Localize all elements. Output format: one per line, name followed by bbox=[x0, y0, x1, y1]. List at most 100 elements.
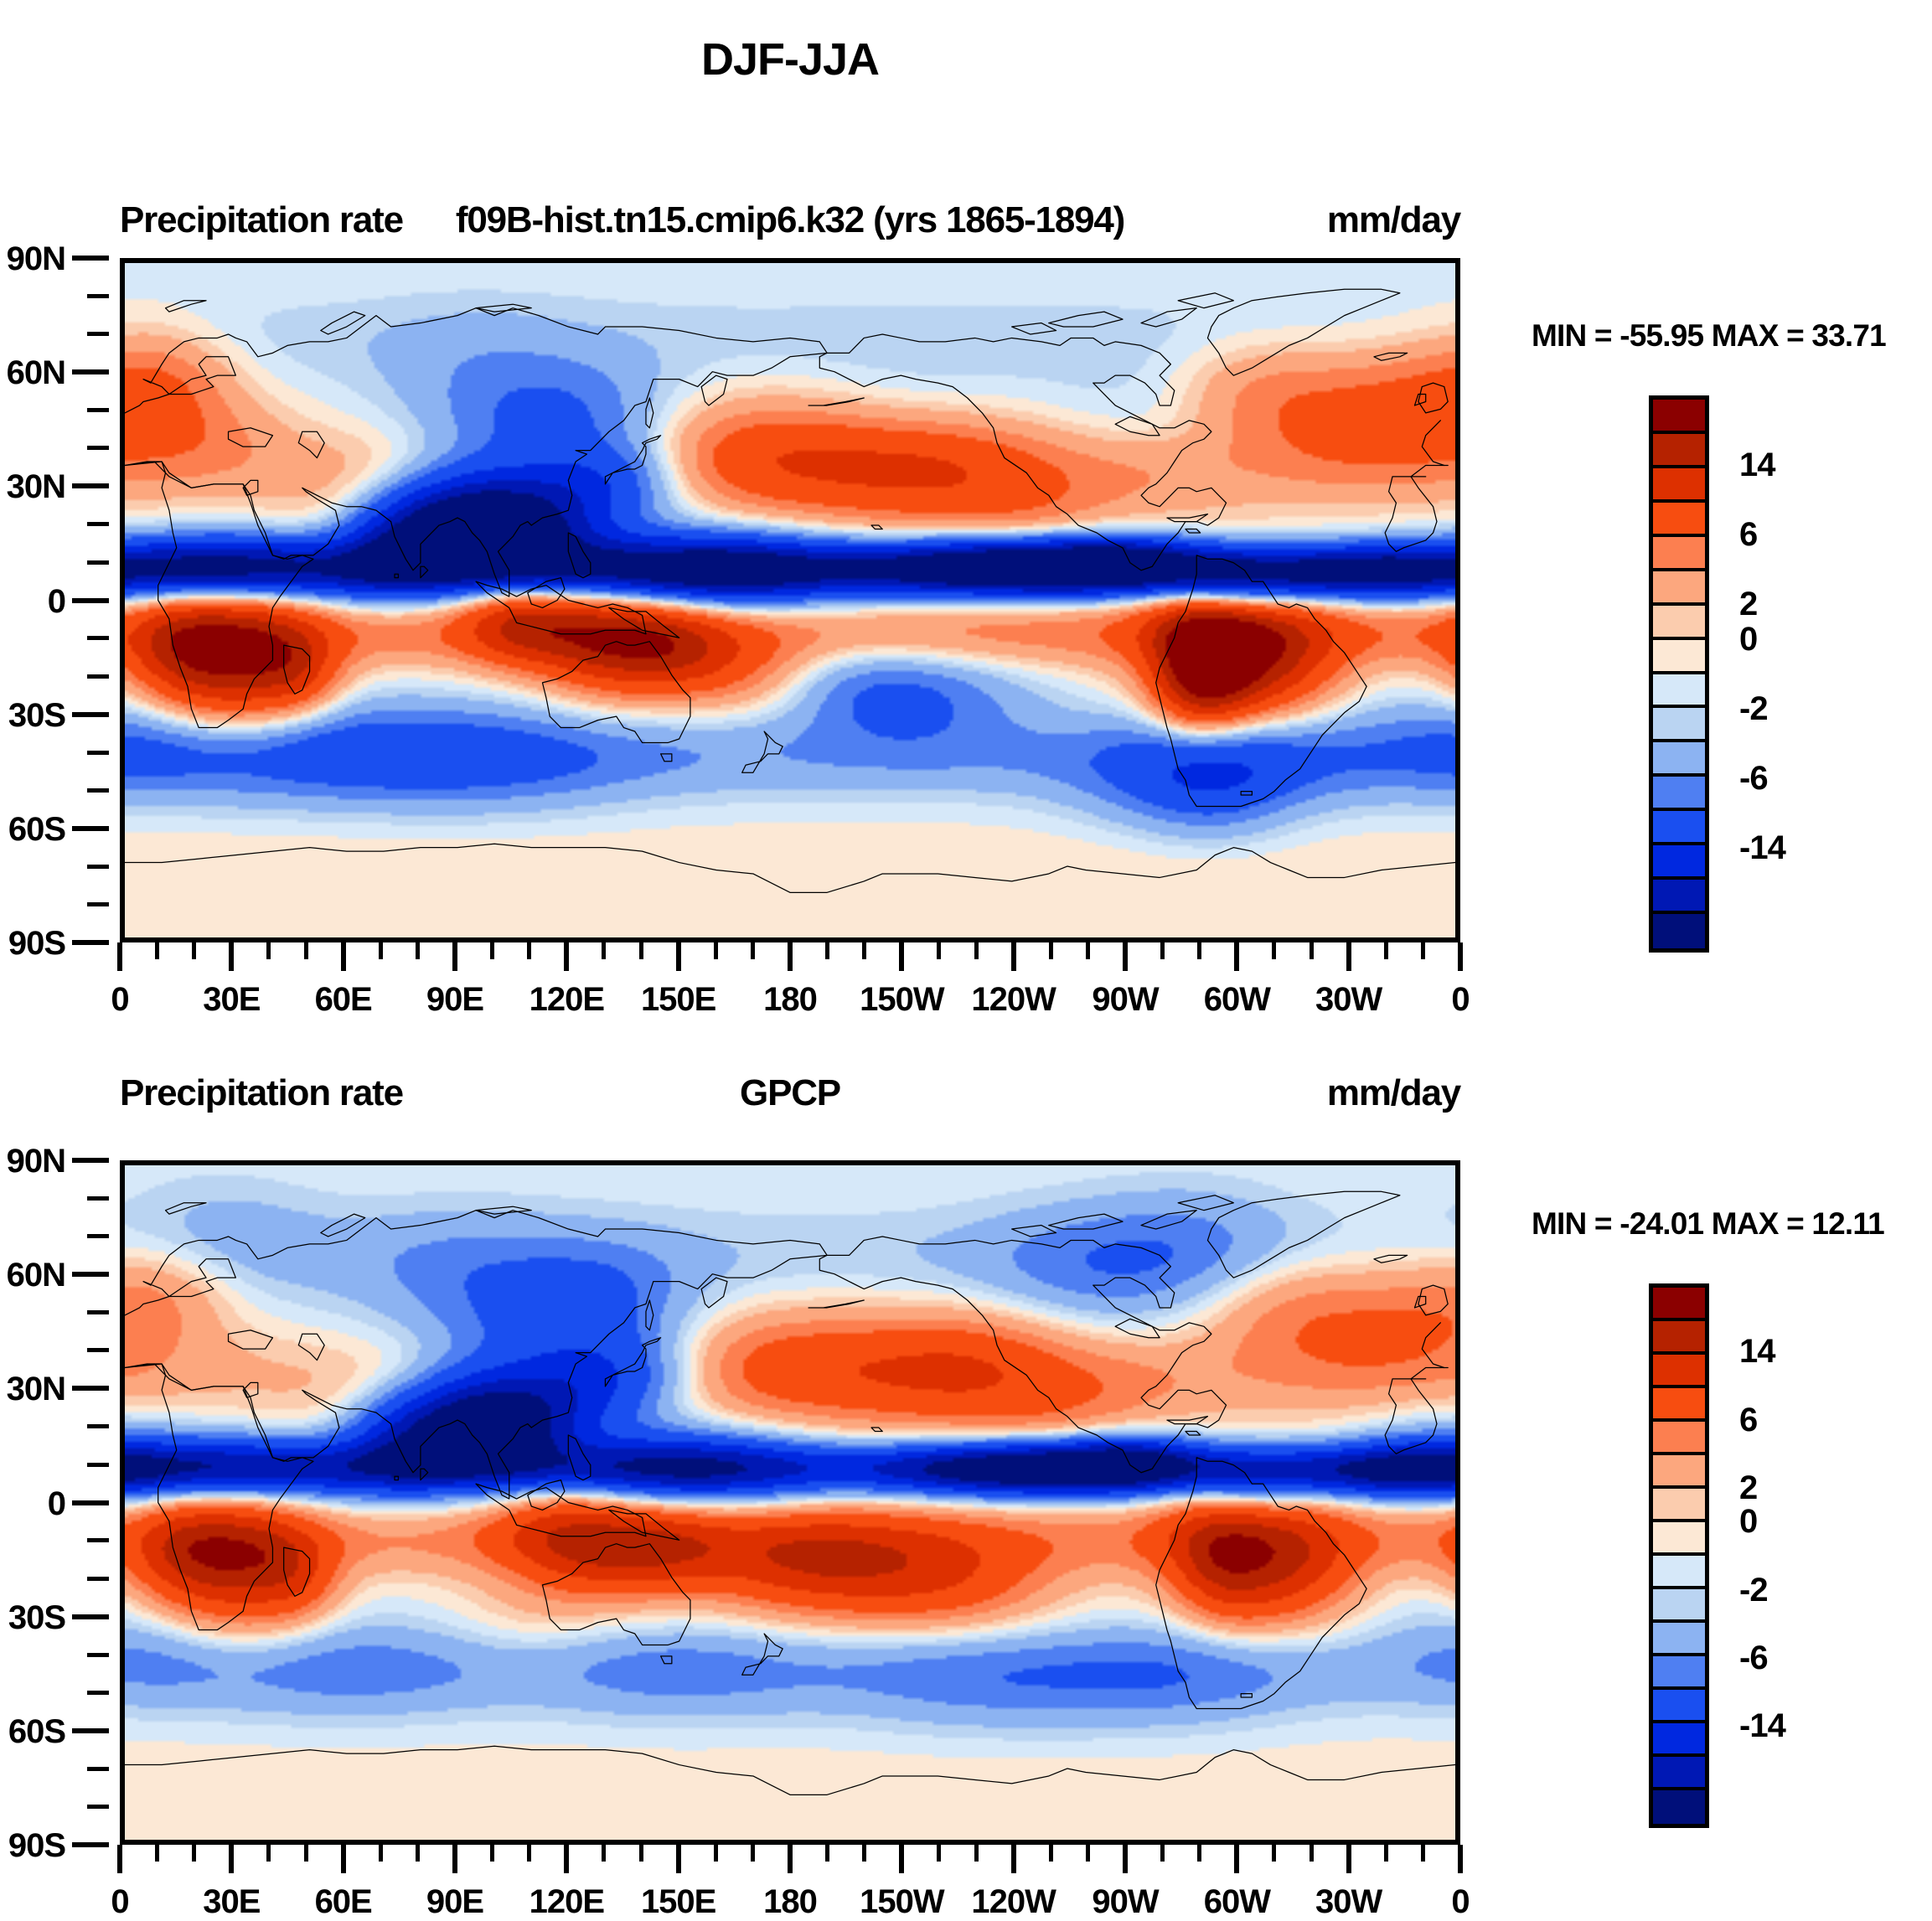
x-tick-label: 0 bbox=[1451, 981, 1470, 1018]
y-tick-label: 60N bbox=[6, 1257, 66, 1294]
x-tick bbox=[303, 1845, 308, 1862]
coastline-path bbox=[609, 1510, 679, 1540]
coastline-path bbox=[321, 1214, 365, 1237]
coastline-path bbox=[284, 1547, 310, 1596]
x-tick bbox=[154, 942, 159, 959]
y-tick-label: 30S bbox=[8, 1598, 66, 1636]
coastline-path bbox=[1207, 1191, 1399, 1278]
y-tick bbox=[72, 1842, 109, 1847]
x-tick bbox=[602, 942, 607, 959]
coastline-path bbox=[1374, 1255, 1408, 1263]
coastline-path bbox=[1049, 1214, 1123, 1229]
coastline-path bbox=[1156, 1458, 1366, 1709]
coastline-path bbox=[819, 1237, 1226, 1473]
y-tick-label: 0 bbox=[47, 1485, 66, 1522]
x-tick bbox=[751, 1845, 756, 1862]
x-tick bbox=[713, 1845, 718, 1862]
map-plot-model[interactable] bbox=[120, 258, 1460, 942]
y-tick bbox=[87, 1805, 109, 1810]
colorbar-segment bbox=[1653, 502, 1705, 537]
y-tick bbox=[87, 1195, 109, 1201]
colorbar-segment bbox=[1653, 1589, 1705, 1623]
y-tick bbox=[87, 1310, 109, 1315]
panel2-header-left: Precipitation rate bbox=[120, 1072, 404, 1113]
x-tick bbox=[1160, 1845, 1165, 1862]
x-tick bbox=[117, 1845, 122, 1873]
x-tick bbox=[229, 942, 235, 971]
x-tick bbox=[416, 1845, 421, 1862]
y-tick-label: 60S bbox=[8, 810, 66, 848]
y-tick-label: 90N bbox=[6, 240, 66, 277]
map-plot-obs[interactable] bbox=[120, 1160, 1460, 1845]
y-tick bbox=[87, 1462, 109, 1467]
colorbar-segment bbox=[1653, 400, 1705, 434]
coastline-path bbox=[871, 1428, 882, 1431]
y-tick bbox=[87, 522, 109, 527]
coastline-overlay bbox=[125, 1165, 1455, 1840]
coastline-path bbox=[1156, 555, 1366, 807]
y-tick-label: 0 bbox=[47, 582, 66, 620]
y-tick-label: 60S bbox=[8, 1712, 66, 1750]
coastline-overlay bbox=[125, 263, 1455, 937]
y-tick bbox=[72, 1386, 109, 1392]
coastline-path bbox=[1422, 1323, 1444, 1368]
colorbar-tick-label: 6 bbox=[1739, 516, 1758, 554]
panel1-header-left: Precipitation rate bbox=[120, 199, 404, 240]
coastline-path bbox=[1141, 308, 1196, 327]
x-tick bbox=[1346, 942, 1351, 971]
colorbar-tick-label: 2 bbox=[1739, 586, 1758, 623]
coastline-path bbox=[1241, 792, 1252, 795]
colorbar-segment bbox=[1653, 845, 1705, 880]
coastline-path bbox=[808, 1300, 864, 1308]
coastline-path bbox=[542, 1544, 690, 1645]
coastline-path bbox=[542, 642, 690, 743]
x-tick bbox=[638, 942, 643, 959]
colorbar-segment bbox=[1653, 880, 1705, 915]
coastline-path bbox=[476, 1206, 531, 1214]
y-tick bbox=[72, 1614, 109, 1619]
coastline-path bbox=[871, 525, 882, 529]
colorbar-segment bbox=[1653, 1723, 1705, 1757]
colorbar-segment bbox=[1653, 914, 1705, 948]
x-tick-label: 60E bbox=[314, 981, 373, 1018]
x-tick bbox=[675, 942, 681, 971]
x-tick-label: 120E bbox=[529, 981, 605, 1018]
x-tick bbox=[527, 1845, 532, 1862]
coastline-path bbox=[1207, 289, 1399, 375]
x-tick bbox=[564, 942, 570, 971]
colorbar-segment bbox=[1653, 1288, 1705, 1321]
coastline-path bbox=[125, 462, 313, 728]
coastline-path bbox=[1115, 416, 1160, 435]
x-tick bbox=[527, 942, 532, 959]
x-tick bbox=[788, 1845, 793, 1873]
coastline-path bbox=[701, 375, 727, 405]
x-tick bbox=[1309, 942, 1314, 959]
panel1-minmax: MIN = -55.95 MAX = 33.71 bbox=[1532, 318, 1887, 353]
x-tick bbox=[452, 942, 457, 971]
x-tick bbox=[1272, 1845, 1277, 1862]
y-tick bbox=[87, 750, 109, 755]
y-tick bbox=[72, 256, 109, 261]
coastline-path bbox=[125, 1211, 827, 1499]
x-tick-label: 90E bbox=[426, 981, 484, 1018]
main-title: DJF-JJA bbox=[700, 34, 880, 85]
coastline-path bbox=[321, 312, 365, 334]
colorbar-segment bbox=[1653, 811, 1705, 846]
x-tick bbox=[1086, 942, 1091, 959]
colorbar-tick-label: -2 bbox=[1739, 690, 1769, 728]
coastline-path bbox=[1012, 323, 1056, 334]
coastline-path bbox=[298, 431, 324, 457]
coastline-path bbox=[395, 574, 398, 577]
colorbar-segment bbox=[1653, 1757, 1705, 1790]
colorbar-segment bbox=[1653, 1321, 1705, 1355]
panel2-header-right: mm/day bbox=[1326, 1072, 1461, 1113]
coastline-path bbox=[1049, 312, 1123, 327]
colorbar-segment bbox=[1653, 1790, 1705, 1824]
y-tick bbox=[72, 711, 109, 717]
coastline-path bbox=[528, 1480, 565, 1510]
x-tick bbox=[489, 942, 494, 959]
y-tick bbox=[87, 446, 109, 451]
x-tick bbox=[1048, 942, 1053, 959]
y-tick bbox=[72, 1158, 109, 1163]
coastline-path bbox=[1167, 1417, 1208, 1424]
